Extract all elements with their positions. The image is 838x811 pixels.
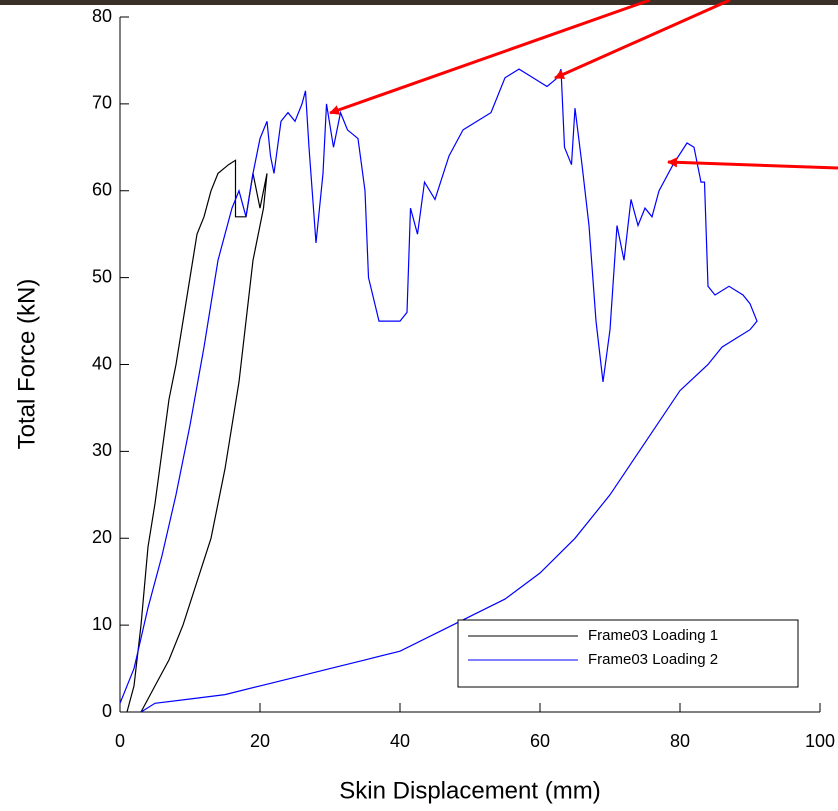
- photo-strip: [0, 0, 838, 5]
- legend-label: Frame03 Loading 1: [588, 627, 718, 644]
- y-axis-label: Total Force (kN): [13, 279, 40, 450]
- x-tick-label: 0: [115, 731, 125, 751]
- arrow: [329, 0, 651, 115]
- y-tick-label: 50: [92, 266, 112, 286]
- arrow: [667, 157, 838, 170]
- y-tick-label: 40: [92, 353, 112, 373]
- x-axis-label: Skin Displacement (mm): [339, 777, 600, 804]
- y-tick-label: 0: [102, 701, 112, 721]
- series-line: [126, 159, 268, 713]
- x-tick-label: 20: [250, 731, 270, 751]
- series-line: [119, 68, 758, 713]
- x-tick-label: 60: [530, 731, 550, 751]
- y-tick-label: 30: [92, 440, 112, 460]
- plot: 0 10 20 30 40 50 60 70 80 0 20 40 60 80 100 Frame03 Loa…: [92, 6, 835, 751]
- y-tick-label: 10: [92, 614, 112, 634]
- x-tick-label: 40: [390, 731, 410, 751]
- x-tick-label: 80: [670, 731, 690, 751]
- x-tick-label: 100: [805, 731, 835, 751]
- y-tick-label: 70: [92, 93, 112, 113]
- legend-label: Frame03 Loading 2: [588, 651, 718, 668]
- y-tick-label: 20: [92, 527, 112, 547]
- legend-box: [457, 619, 799, 688]
- y-tick-label: 80: [92, 6, 112, 26]
- y-tick-label: 60: [92, 180, 112, 200]
- arrow: [554, 0, 731, 80]
